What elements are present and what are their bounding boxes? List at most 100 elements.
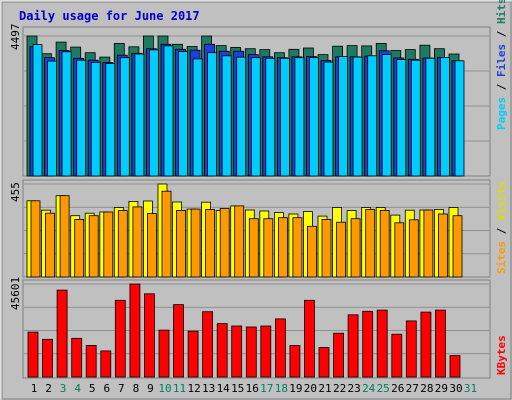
- bar-kbytes-day-23: [347, 314, 359, 378]
- x-label-day-11: 11: [173, 382, 186, 395]
- bar-pages-day-1: [32, 44, 43, 177]
- bar-pages-day-19: [294, 57, 305, 177]
- bar-kbytes-day-1: [27, 331, 39, 378]
- bar-sites-day-28: [423, 209, 434, 278]
- bar-sites-day-1: [30, 200, 41, 278]
- bar-pages-day-25: [381, 54, 392, 177]
- x-label-day-15: 15: [231, 382, 244, 395]
- legend-hits-panel: Pages / Files / Hits: [495, 0, 508, 130]
- bar-kbytes-day-7: [114, 299, 126, 378]
- x-label-day-30: 30: [449, 382, 462, 395]
- bar-kbytes-day-29: [434, 309, 446, 378]
- bar-pages-day-28: [425, 57, 436, 177]
- legend-visits-panel-text: Sites / Visits: [495, 181, 508, 274]
- x-label-day-4: 4: [74, 382, 81, 395]
- x-label-day-23: 23: [347, 382, 360, 395]
- bar-sites-day-23: [350, 218, 361, 278]
- bar-sites-day-27: [408, 219, 419, 278]
- bar-sites-day-12: [190, 208, 201, 278]
- x-label-day-8: 8: [133, 382, 140, 395]
- chart-title: Daily usage for June 2017: [19, 9, 200, 23]
- bar-sites-day-13: [205, 209, 216, 278]
- x-label-day-6: 6: [103, 382, 110, 395]
- bar-kbytes-day-21: [318, 346, 330, 378]
- bar-kbytes-day-24: [362, 310, 374, 378]
- bar-kbytes-day-22: [333, 332, 345, 378]
- x-axis-labels: 1 2 3 4 5 6 7 8 9 10 11 12 13 14 15 16 17 18 19 20 21 22 23 24 2…: [31, 382, 477, 395]
- bar-kbytes-day-10: [158, 329, 170, 378]
- bar-pages-day-7: [119, 57, 130, 177]
- ymax-label-hits: 4497: [9, 24, 22, 51]
- bar-pages-day-10: [163, 45, 174, 177]
- x-label-day-14: 14: [217, 382, 231, 395]
- bar-sites-day-25: [379, 209, 390, 278]
- x-label-day-28: 28: [420, 382, 433, 395]
- bar-sites-day-14: [219, 208, 230, 278]
- bar-pages-day-6: [105, 63, 116, 177]
- bar-sites-day-8: [132, 206, 143, 278]
- legend-sites: Sites: [495, 241, 508, 274]
- x-label-day-9: 9: [147, 382, 154, 395]
- bar-sites-day-17: [263, 218, 274, 278]
- bar-sites-day-26: [394, 222, 405, 278]
- x-label-day-29: 29: [435, 382, 448, 395]
- legend-hits: Hits: [495, 0, 508, 24]
- bar-sites-day-18: [277, 217, 288, 278]
- bar-pages-day-4: [76, 59, 87, 177]
- bar-kbytes-day-16: [245, 326, 257, 378]
- x-label-day-20: 20: [304, 382, 317, 395]
- x-label-day-1: 1: [31, 382, 38, 395]
- bar-kbytes-day-8: [129, 283, 141, 378]
- legend-visits: Visits: [495, 181, 508, 221]
- bar-sites-day-19: [292, 217, 303, 278]
- x-label-day-7: 7: [118, 382, 125, 395]
- x-label-day-13: 13: [202, 382, 215, 395]
- legend-kbytes-panel: KBytes: [495, 335, 508, 375]
- bar-pages-day-23: [352, 56, 363, 177]
- bar-pages-day-20: [308, 57, 319, 177]
- x-label-day-12: 12: [187, 382, 200, 395]
- bar-sites-day-29: [437, 213, 448, 278]
- bar-pages-day-13: [207, 52, 218, 177]
- legend-files: Files: [495, 44, 508, 77]
- x-label-day-25: 25: [377, 382, 390, 395]
- bar-pages-day-14: [221, 55, 232, 177]
- bar-kbytes-day-12: [187, 330, 199, 378]
- bar-kbytes-day-25: [376, 309, 388, 378]
- legend-visits-panel: Sites / Visits: [495, 181, 508, 274]
- bar-pages-day-5: [90, 62, 101, 177]
- x-label-day-16: 16: [246, 382, 259, 395]
- ymax-label-visits: 455: [9, 182, 22, 202]
- x-label-day-18: 18: [275, 382, 288, 395]
- bar-sites-day-9: [146, 213, 157, 278]
- bar-kbytes-day-26: [391, 333, 403, 378]
- bar-sites-day-21: [321, 218, 332, 278]
- bar-kbytes-day-3: [56, 289, 68, 378]
- bars-layer: [26, 35, 465, 378]
- x-label-day-24: 24: [362, 382, 376, 395]
- bar-pages-day-29: [439, 57, 450, 177]
- bar-pages-day-8: [134, 53, 145, 177]
- x-label-day-2: 2: [45, 382, 52, 395]
- bar-pages-day-11: [178, 51, 188, 177]
- x-label-day-21: 21: [318, 382, 331, 395]
- x-label-day-10: 10: [158, 382, 171, 395]
- bar-sites-day-16: [248, 218, 259, 278]
- bar-kbytes-day-13: [202, 311, 214, 378]
- bar-sites-day-22: [336, 221, 347, 278]
- legend-kbytes: KBytes: [495, 335, 508, 375]
- bar-kbytes-day-6: [100, 350, 112, 378]
- x-label-day-26: 26: [391, 382, 404, 395]
- bar-pages-day-18: [279, 57, 290, 177]
- ymax-label-kbytes: 45601: [9, 277, 22, 310]
- bar-kbytes-day-2: [42, 338, 53, 378]
- bar-kbytes-day-18: [274, 318, 286, 378]
- bar-pages-day-12: [192, 58, 203, 177]
- bar-sites-day-6: [103, 211, 114, 278]
- bar-pages-day-24: [367, 55, 378, 177]
- bar-sites-day-11: [176, 209, 186, 278]
- legend-pages: Pages: [495, 97, 508, 130]
- x-label-day-19: 19: [289, 382, 302, 395]
- bar-kbytes-day-5: [85, 344, 97, 378]
